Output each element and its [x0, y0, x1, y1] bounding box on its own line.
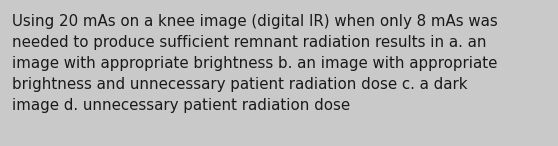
Text: needed to produce sufficient remnant radiation results in a. an: needed to produce sufficient remnant rad…: [12, 35, 487, 50]
Text: image with appropriate brightness b. an image with appropriate: image with appropriate brightness b. an …: [12, 56, 497, 71]
Text: image d. unnecessary patient radiation dose: image d. unnecessary patient radiation d…: [12, 98, 350, 113]
Text: brightness and unnecessary patient radiation dose c. a dark: brightness and unnecessary patient radia…: [12, 77, 468, 92]
Text: Using 20 mAs on a knee image (digital IR) when only 8 mAs was: Using 20 mAs on a knee image (digital IR…: [12, 14, 498, 29]
